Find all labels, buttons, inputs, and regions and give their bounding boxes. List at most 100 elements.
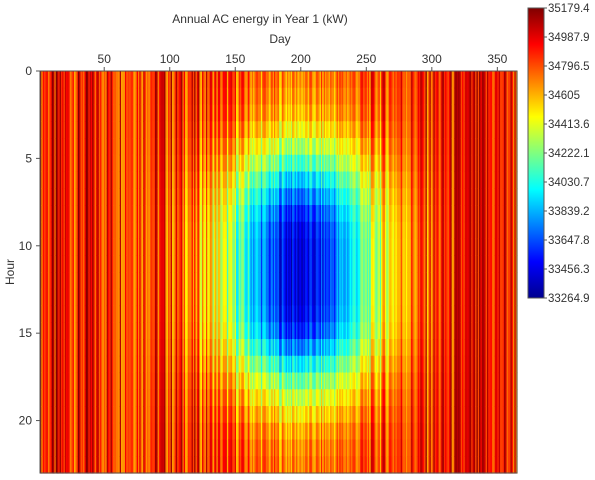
- heatmap-cell: [303, 255, 306, 273]
- heatmap-cell: [300, 288, 302, 307]
- heatmap-cell: [192, 272, 195, 290]
- heatmap-cell: [109, 422, 112, 441]
- heatmap-cell: [194, 138, 197, 156]
- heatmap-cell: [76, 104, 79, 122]
- heatmap-cell: [292, 188, 295, 206]
- heatmap-cell: [153, 205, 156, 223]
- heatmap-cell: [41, 406, 44, 424]
- heatmap-cell: [46, 87, 49, 106]
- heatmap-cell: [260, 288, 263, 307]
- heatmap-cell: [226, 288, 229, 307]
- heatmap-cell: [289, 171, 292, 189]
- heatmap-cell: [174, 422, 177, 441]
- heatmap-cell: [149, 305, 152, 323]
- heatmap-cell: [224, 372, 227, 390]
- heatmap-cell: [293, 339, 296, 357]
- heatmap-cell: [297, 154, 300, 173]
- heatmap-cell: [49, 138, 52, 156]
- heatmap-cell: [123, 305, 126, 323]
- heatmap-cell: [42, 322, 45, 340]
- heatmap-cell: [220, 255, 223, 273]
- heatmap-cell: [92, 104, 95, 122]
- heatmap-cell: [173, 121, 176, 139]
- heatmap-cell: [144, 339, 147, 357]
- heatmap-cell: [75, 406, 78, 424]
- heatmap-cell: [171, 221, 174, 240]
- heatmap-cell: [94, 138, 97, 156]
- heatmap-cell: [255, 104, 258, 122]
- heatmap-cell: [51, 372, 54, 390]
- heatmap-cell: [126, 188, 129, 206]
- heatmap-cell: [141, 339, 144, 357]
- heatmap-cell: [175, 372, 178, 390]
- heatmap-cell: [166, 255, 169, 273]
- heatmap-cell: [208, 171, 211, 189]
- heatmap-cell: [73, 104, 76, 122]
- heatmap-cell: [171, 121, 174, 139]
- heatmap-cell: [202, 71, 204, 89]
- heatmap-cell: [273, 322, 276, 340]
- heatmap-cell: [250, 154, 253, 173]
- heatmap-cell: [306, 406, 309, 424]
- heatmap-cell: [209, 221, 212, 240]
- heatmap-cell: [84, 389, 87, 407]
- heatmap-cell: [149, 255, 152, 273]
- heatmap-cell: [177, 188, 180, 206]
- heatmap-cell: [276, 205, 279, 223]
- heatmap-cell: [272, 355, 275, 374]
- heatmap-cell: [250, 355, 253, 374]
- heatmap-cell: [182, 372, 185, 390]
- heatmap-cell: [270, 272, 272, 290]
- heatmap-cell: [88, 238, 91, 256]
- heatmap-cell: [41, 288, 44, 307]
- heatmap-cell: [41, 154, 44, 173]
- heatmap-cell: [168, 439, 170, 457]
- heatmap-cell: [42, 272, 45, 290]
- heatmap-cell: [143, 288, 146, 307]
- heatmap-cell: [56, 406, 59, 424]
- heatmap-cell: [158, 221, 161, 240]
- heatmap-cell: [162, 355, 165, 374]
- heatmap-cell: [245, 305, 248, 323]
- heatmap-cell: [168, 205, 170, 223]
- heatmap-cell: [151, 221, 153, 240]
- heatmap-cell: [170, 456, 173, 474]
- heatmap-cell: [43, 372, 46, 390]
- heatmap-cell: [97, 439, 100, 457]
- heatmap-cell: [288, 305, 291, 323]
- heatmap-cell: [165, 272, 168, 290]
- heatmap-cell: [111, 138, 114, 156]
- heatmap-cell: [187, 389, 190, 407]
- heatmap-cell: [165, 87, 168, 106]
- heatmap-cell: [76, 305, 79, 323]
- heatmap-cell: [254, 138, 257, 156]
- heatmap-cell: [284, 439, 287, 457]
- heatmap-cell: [259, 406, 262, 424]
- heatmap-cell: [301, 372, 304, 390]
- heatmap-cell: [192, 305, 195, 323]
- heatmap-cell: [194, 355, 197, 374]
- heatmap-cell: [288, 372, 291, 390]
- heatmap-cell: [106, 205, 109, 223]
- heatmap-cell: [113, 339, 116, 357]
- heatmap-cell: [187, 205, 190, 223]
- heatmap-cell: [249, 104, 252, 122]
- heatmap-cell: [212, 255, 215, 273]
- heatmap-cell: [213, 138, 216, 156]
- heatmap-cell: [46, 456, 49, 474]
- heatmap-cell: [149, 439, 152, 457]
- heatmap-cell: [211, 188, 214, 206]
- heatmap-cell: [229, 456, 232, 474]
- heatmap-cell: [237, 154, 240, 173]
- heatmap-cell: [285, 138, 288, 156]
- heatmap-cell: [249, 255, 252, 273]
- heatmap-cell: [72, 288, 75, 307]
- heatmap-cell: [166, 305, 169, 323]
- heatmap-cell: [253, 188, 255, 206]
- heatmap-cell: [280, 171, 283, 189]
- heatmap-cell: [119, 288, 122, 307]
- heatmap-cell: [284, 422, 287, 441]
- heatmap-cell: [267, 272, 270, 290]
- heatmap-cell: [135, 272, 138, 290]
- heatmap-cell: [246, 238, 249, 256]
